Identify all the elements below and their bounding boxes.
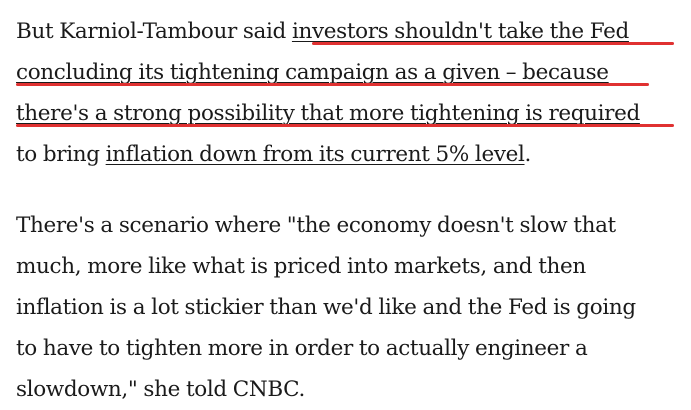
annotation-underline — [16, 124, 674, 127]
article-link-investors-cont-2[interactable]: there's a strong possibility that more t… — [16, 101, 640, 126]
paragraph-1-line-3: there's a strong possibility that more t… — [16, 93, 686, 134]
article-link-investors[interactable]: investors shouldn't take the Fed — [291, 19, 629, 44]
paragraph-2-line: slowdown," she told CNBC. — [16, 377, 305, 402]
paragraph-2: There's a scenario where "the economy do… — [16, 205, 686, 410]
paragraph-1-line-4: to bring inflation down from its current… — [16, 134, 686, 175]
paragraph-1: But Karniol-Tambour said investors shoul… — [16, 11, 686, 175]
annotation-underline — [16, 83, 649, 86]
paragraph-1-line-1: But Karniol-Tambour said investors shoul… — [16, 11, 686, 52]
paragraph-2-line: inflation is a lot stickier than we'd li… — [16, 295, 636, 320]
article-link-investors-cont[interactable]: concluding its tightening campaign as a … — [16, 60, 609, 85]
paragraph-2-line: much, more like what is priced into mark… — [16, 254, 586, 279]
paragraph-2-line: to have to tighten more in order to actu… — [16, 336, 588, 361]
annotation-underline — [312, 42, 674, 45]
line-text: . — [524, 142, 532, 167]
article-link-inflation[interactable]: inflation down from its current 5% level — [105, 142, 525, 167]
line-text: But Karniol-Tambour said — [16, 19, 292, 44]
paragraph-2-line: There's a scenario where "the economy do… — [16, 213, 616, 238]
line-text: to bring — [16, 142, 106, 167]
paragraph-1-line-2: concluding its tightening campaign as a … — [16, 52, 686, 93]
